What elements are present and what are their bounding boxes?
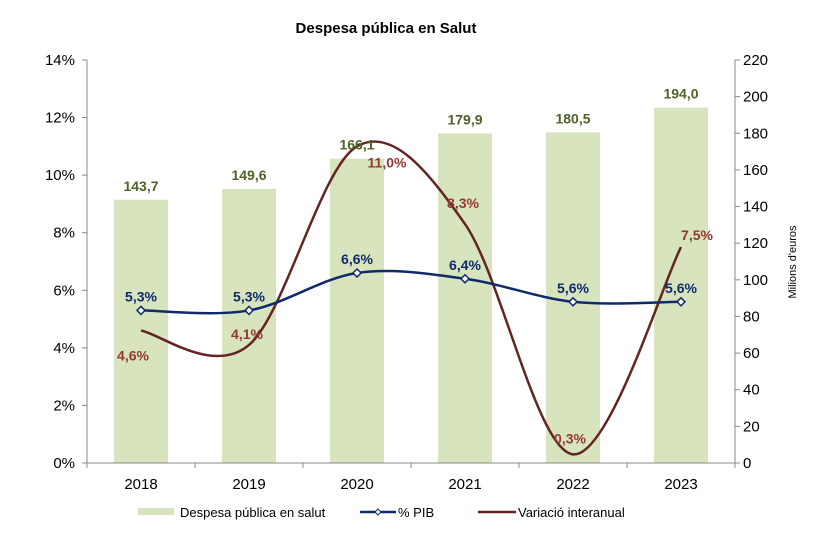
variacio-label-2019: 4,1%	[231, 326, 263, 342]
pib-marker-2021	[459, 273, 471, 284]
legend-label-variacio: Variació interanual	[518, 505, 625, 520]
y-left-tick-label: 8%	[53, 225, 75, 242]
y-right-tick-label: 40	[743, 382, 760, 399]
y-right-tick-label: 20	[743, 418, 760, 435]
line-variacio-interanual	[140, 140, 683, 456]
y-right-tick-label: 60	[743, 345, 760, 362]
bar-2021	[438, 133, 492, 463]
y-right-tick-label: 180	[743, 125, 768, 142]
bar-2023	[654, 107, 708, 464]
pib-marker-2018	[135, 305, 147, 316]
variacio-label-2022: 0,3%	[554, 430, 586, 446]
pib-label-2022: 5,6%	[557, 280, 589, 296]
legend-diamond-icon	[374, 508, 382, 516]
y-left-tick-label: 10%	[45, 167, 75, 184]
x-tick-label: 2020	[340, 476, 373, 493]
legend-label-despesa: Despesa pública en salut	[180, 505, 326, 520]
bar-label-2022: 180,5	[555, 110, 590, 126]
y-right-axis-label: Milions d'euros	[787, 225, 799, 299]
y-left-tick-label: 2%	[53, 397, 75, 414]
chart-title: Despesa pública en Salut	[296, 20, 477, 37]
bar-2019	[222, 188, 276, 463]
y-right-tick-label: 0	[743, 455, 751, 472]
pib-marker-2020	[351, 267, 363, 279]
bar-2020	[330, 158, 384, 464]
y-right-tick-label: 80	[743, 308, 760, 325]
pib-label-2023: 5,6%	[665, 280, 697, 296]
pib-marker-2023	[675, 296, 687, 307]
pib-marker-2019	[243, 305, 255, 316]
y-left-tick-label: 4%	[53, 340, 75, 357]
line-pib	[140, 269, 682, 315]
x-tick-label: 2019	[232, 476, 265, 493]
variacio-label-2021: 8,3%	[447, 195, 479, 211]
y-right-tick-label: 220	[743, 52, 768, 69]
bar-label-2021: 179,9	[447, 111, 482, 127]
pib-marker-2022	[567, 296, 579, 307]
y-right-tick-label: 140	[743, 199, 768, 216]
x-tick-label: 2018	[124, 476, 157, 493]
variacio-label-2018: 4,6%	[117, 348, 149, 364]
legend-label-pib: % PIB	[398, 505, 434, 520]
y-right-tick-label: 120	[743, 235, 768, 252]
variacio-label-2023: 7,5%	[681, 227, 713, 243]
bar-label-2020: 166,1	[339, 137, 374, 153]
y-left-tick-label: 6%	[53, 282, 75, 299]
variacio-label-2020: 11,0%	[368, 154, 407, 170]
y-right-tick-label: 100	[743, 272, 768, 289]
x-tick-label: 2021	[448, 476, 481, 493]
bar-label-2018: 143,7	[123, 178, 158, 194]
pib-label-2018: 5,3%	[125, 288, 157, 304]
y-left-tick-label: 0%	[53, 455, 75, 472]
pib-label-2019: 5,3%	[233, 288, 265, 304]
y-right-tick-label: 160	[743, 162, 768, 179]
y-left-tick-label: 12%	[45, 110, 75, 127]
x-tick-label: 2022	[556, 476, 589, 493]
bar-label-2023: 194,0	[663, 86, 698, 102]
y-right-tick-label: 200	[743, 89, 768, 106]
pib-label-2021: 6,4%	[449, 257, 481, 273]
bar-label-2019: 149,6	[231, 167, 266, 183]
y-left-tick-label: 14%	[45, 52, 75, 69]
pib-label-2020: 6,6%	[341, 251, 373, 267]
legend-swatch-despesa	[138, 508, 174, 515]
x-tick-label: 2023	[664, 476, 697, 493]
